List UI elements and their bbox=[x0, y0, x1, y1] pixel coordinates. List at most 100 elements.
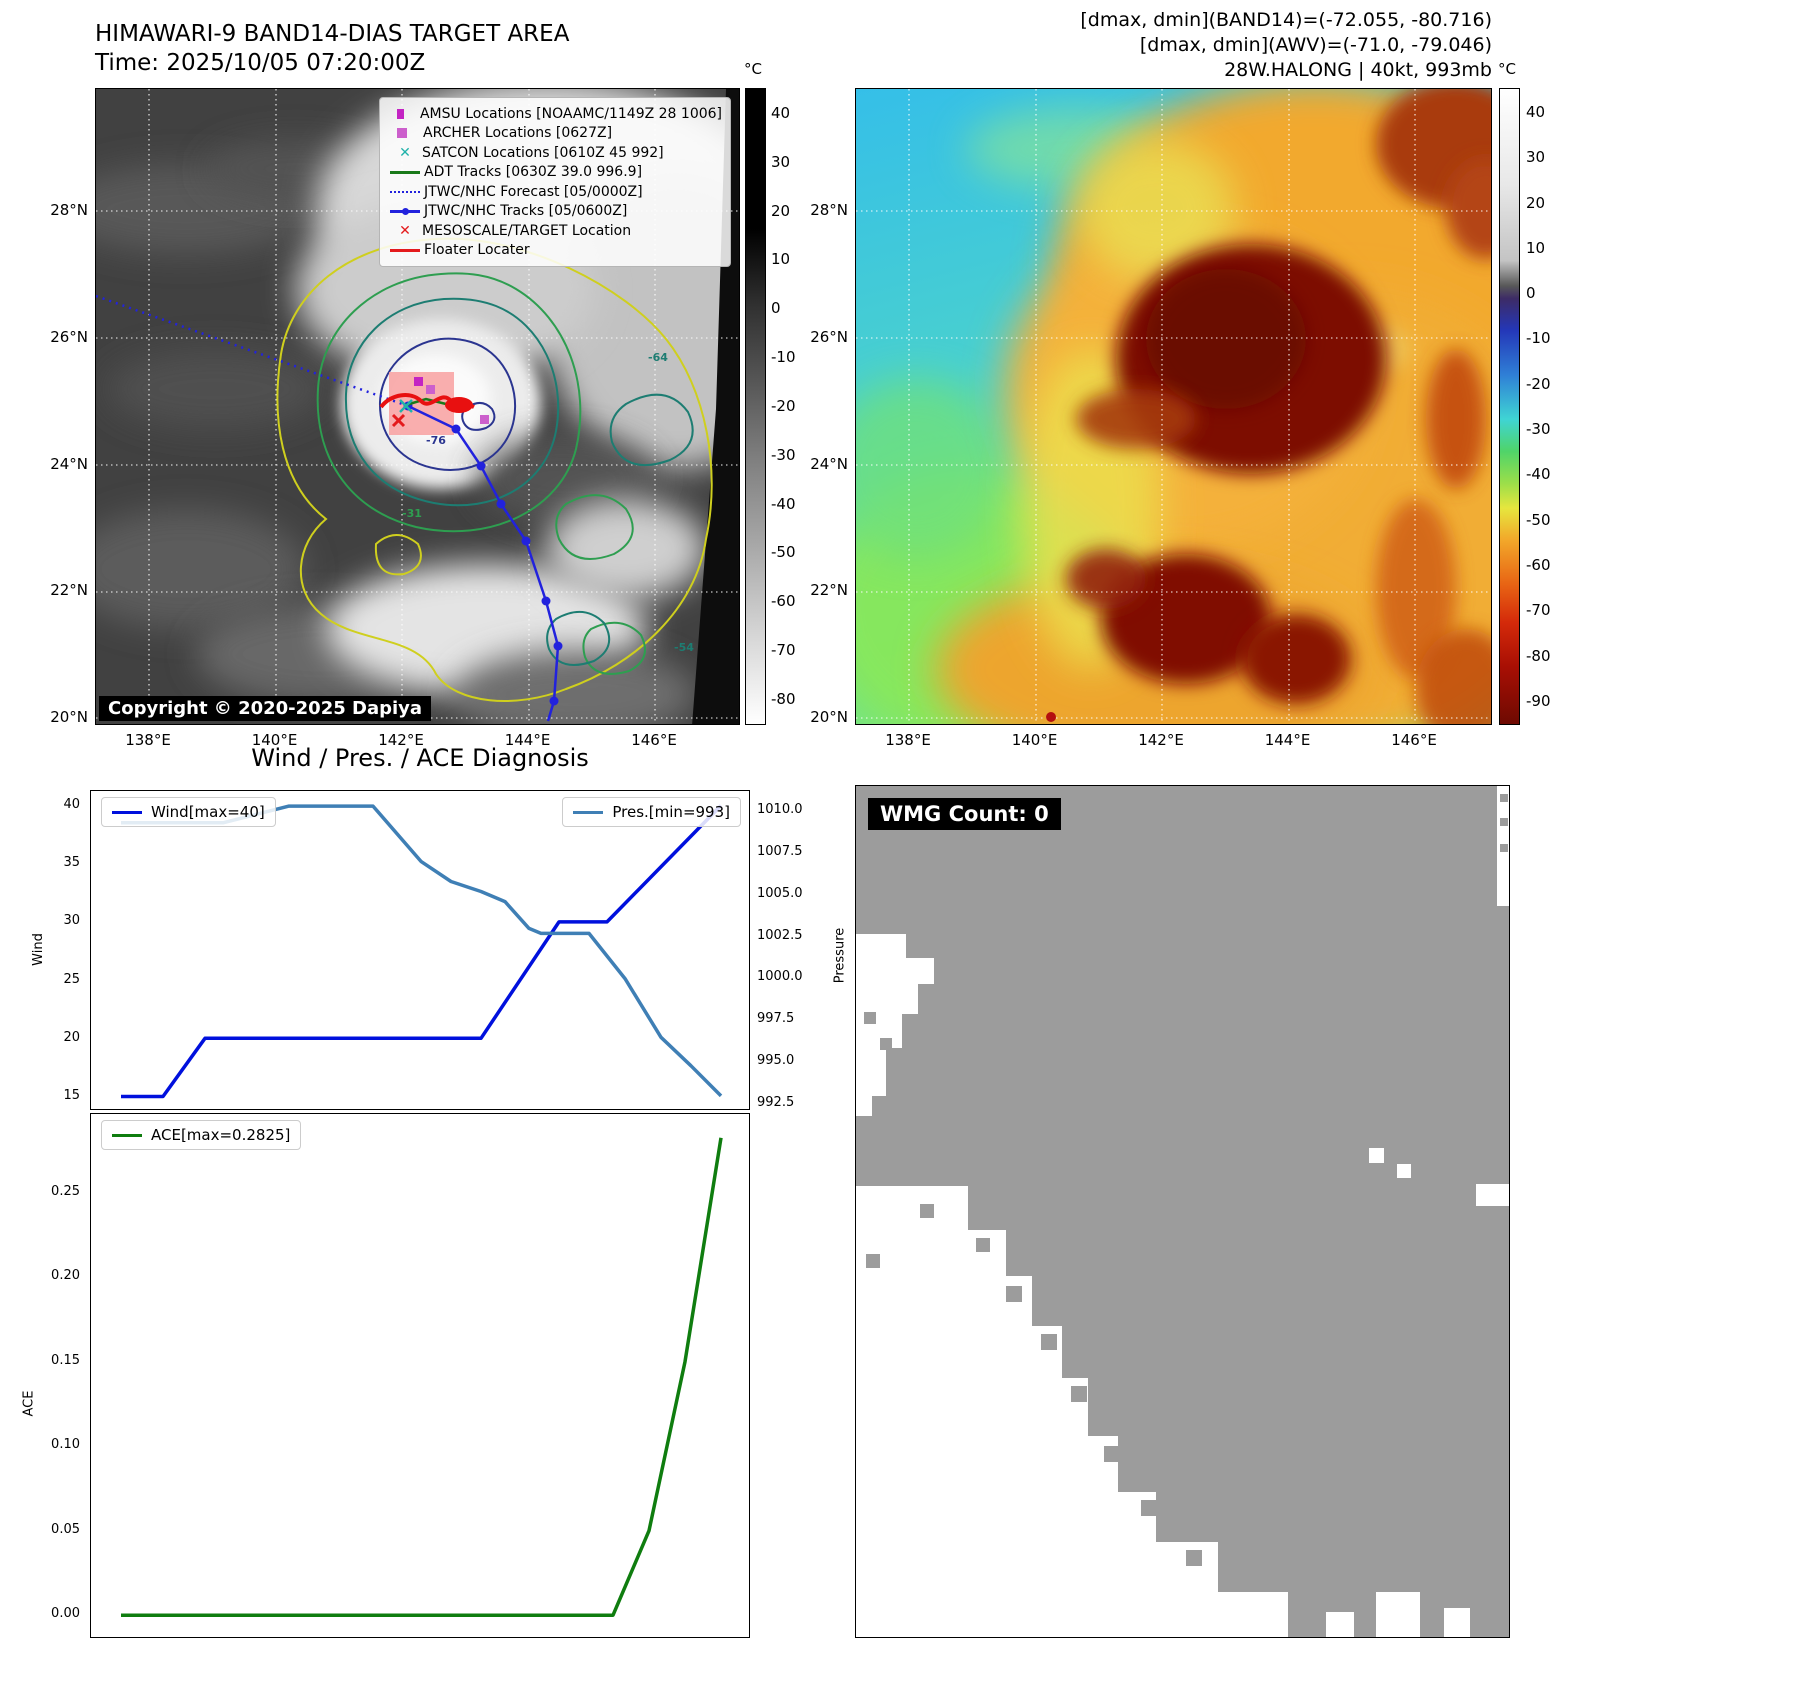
legend-label: AMSU Locations [NOAAMC/1149Z 28 1006] bbox=[419, 105, 722, 122]
lon-tick: 142°E bbox=[1138, 731, 1184, 749]
square-marker-icon bbox=[397, 128, 407, 139]
legend-item: JTWC/NHC Tracks [05/0600Z] bbox=[388, 202, 722, 222]
legend-item: ✕ SATCON Locations [0610Z 45 992] bbox=[388, 143, 722, 163]
ace-chart: ACE[max=0.2825] bbox=[90, 1113, 750, 1638]
lat-tick: 22°N bbox=[810, 581, 848, 600]
legend-item: ✕ MESOSCALE/TARGET Location bbox=[388, 221, 722, 241]
diagnosis-title: Wind / Pres. / ACE Diagnosis bbox=[251, 744, 589, 772]
lat-tick: 28°N bbox=[50, 201, 88, 219]
pressure-legend-label: Pres.[min=993] bbox=[612, 803, 730, 821]
copyright-banner: Copyright © 2020-2025 Dapiya bbox=[99, 696, 432, 721]
colorbar-tick: 10 bbox=[771, 250, 791, 269]
band14-colorbar bbox=[745, 88, 766, 725]
ace-tick: 0.05 bbox=[51, 1521, 80, 1537]
colorbar-tick: 20 bbox=[771, 201, 791, 220]
colorbar-tick: -20 bbox=[771, 396, 796, 415]
wind-tick: 25 bbox=[63, 971, 80, 987]
colorbar-tick: 30 bbox=[1526, 148, 1546, 167]
legend-label: SATCON Locations [0610Z 45 992] bbox=[422, 144, 664, 161]
lon-tick: 146°E bbox=[1391, 731, 1437, 749]
pressure-tick: 1000.0 bbox=[757, 969, 803, 985]
legend-item: JTWC/NHC Forecast [05/0000Z] bbox=[388, 182, 722, 202]
lon-tick: 142°E bbox=[378, 731, 424, 749]
wind-tick: 40 bbox=[63, 797, 80, 812]
pressure-tick: 1010.0 bbox=[757, 802, 803, 817]
x-marker-icon: ✕ bbox=[399, 222, 411, 239]
pressure-tick: 1002.5 bbox=[757, 927, 803, 943]
colorbar-tick: -30 bbox=[771, 445, 796, 464]
ace-tick: 0.15 bbox=[51, 1352, 80, 1368]
lat-tick: 24°N bbox=[50, 454, 88, 473]
header-line: [dmax, dmin](AWV)=(-71.0, -79.046) bbox=[1139, 34, 1492, 56]
Pres.[min=993] bbox=[121, 804, 723, 1098]
colorbar-tick: 0 bbox=[1526, 284, 1536, 303]
ace-plot bbox=[121, 1137, 723, 1617]
awv-map bbox=[855, 88, 1492, 725]
line-marker-icon bbox=[390, 248, 420, 252]
lon-tick: 138°E bbox=[885, 731, 931, 749]
x-marker-icon: ✕ bbox=[399, 144, 411, 161]
legend-item: Floater Locater bbox=[388, 241, 722, 261]
legend-item: ADT Tracks [0630Z 39.0 996.9] bbox=[388, 163, 722, 183]
colorbar-tick: 10 bbox=[1526, 238, 1546, 257]
legend-label: JTWC/NHC Forecast [05/0000Z] bbox=[424, 183, 643, 200]
awv-lat-axis: 28°N 26°N 24°N 22°N 20°N bbox=[797, 200, 848, 727]
wind-legend: Wind[max=40] bbox=[101, 797, 276, 827]
wind-pressure-chart: Wind[max=40] Pres.[min=993] bbox=[90, 790, 750, 1110]
pressure-tick: 992.5 bbox=[757, 1094, 795, 1110]
colorbar-tick: -50 bbox=[771, 543, 796, 562]
colorbar-tick: 40 bbox=[771, 104, 791, 122]
pressure-tick: 997.5 bbox=[757, 1011, 795, 1027]
legend-label: Floater Locater bbox=[424, 242, 530, 259]
colorbar-tick: 0 bbox=[771, 299, 781, 318]
colorbar-tick: 40 bbox=[1526, 103, 1546, 121]
lat-tick: 28°N bbox=[810, 201, 848, 219]
awv-satellite-image bbox=[856, 89, 1491, 724]
line-marker-marker-icon bbox=[390, 208, 420, 216]
band14-lat-axis: 28°N 26°N 24°N 22°N 20°N bbox=[38, 200, 88, 727]
wmg-grid-image bbox=[856, 786, 1509, 1637]
wind-tick: 30 bbox=[63, 913, 80, 929]
map-legend: AMSU Locations [NOAAMC/1149Z 28 1006] ARC… bbox=[379, 97, 731, 267]
wind-pressure-plot bbox=[121, 804, 723, 1099]
lon-tick: 140°E bbox=[251, 731, 298, 749]
wind-line-sample-icon bbox=[112, 810, 142, 814]
header-line: 28W.HALONG | 40kt, 993mb bbox=[1224, 59, 1492, 81]
lat-tick: 20°N bbox=[50, 708, 88, 726]
ace-legend: ACE[max=0.2825] bbox=[101, 1120, 302, 1150]
lon-tick: 146°E bbox=[631, 731, 677, 749]
wmg-map: WMG Count: 0 bbox=[855, 785, 1510, 1638]
colorbar-tick: -20 bbox=[1526, 374, 1551, 393]
wind-tick: 15 bbox=[63, 1087, 80, 1103]
wind-axis-label: Wind bbox=[30, 933, 46, 966]
dotted-marker-icon bbox=[390, 190, 420, 193]
lat-tick: 24°N bbox=[810, 454, 848, 473]
band14-lon-axis: 138°E 140°E 142°E 144°E 146°E bbox=[103, 731, 699, 751]
awv-header: [dmax, dmin](BAND14)=(-72.055, -80.716) [… bbox=[900, 8, 1492, 83]
Wind[max=40] bbox=[121, 804, 723, 1099]
lat-tick: 26°N bbox=[50, 327, 88, 346]
colorbar-tick: -60 bbox=[1526, 555, 1551, 574]
ace-axis-label: ACE bbox=[21, 1390, 37, 1417]
colorbar-tick: -90 bbox=[1526, 691, 1551, 710]
ace-tick: 0.20 bbox=[51, 1268, 80, 1284]
contour-label: -31 bbox=[402, 507, 422, 520]
lon-tick: 138°E bbox=[125, 731, 171, 749]
pressure-legend: Pres.[min=993] bbox=[562, 797, 741, 827]
ACE[max=0.2825] bbox=[121, 1137, 723, 1617]
wind-legend-label: Wind[max=40] bbox=[151, 803, 265, 821]
wmg-count-badge: WMG Count: 0 bbox=[868, 798, 1061, 830]
colorbar-tick: -30 bbox=[1526, 420, 1551, 439]
pressure-line-sample-icon bbox=[573, 810, 604, 814]
colorbar-tick: -60 bbox=[771, 592, 796, 611]
lon-tick: 144°E bbox=[1264, 731, 1311, 749]
pressure-tick: 1007.5 bbox=[757, 843, 803, 859]
colorbar-tick: -10 bbox=[771, 348, 796, 367]
pressure-tick: 1005.0 bbox=[757, 885, 803, 901]
lat-tick: 26°N bbox=[810, 327, 848, 346]
ace-tick: 0.25 bbox=[51, 1184, 80, 1199]
colorbar-tick: -80 bbox=[1526, 646, 1551, 665]
awv-colorbar-ticks: 40 30 20 10 0 -10 -20 -30 -40 -50 -60 -70 -80 -90 bbox=[1526, 102, 1566, 711]
ace-line-sample-icon bbox=[112, 1133, 142, 1137]
